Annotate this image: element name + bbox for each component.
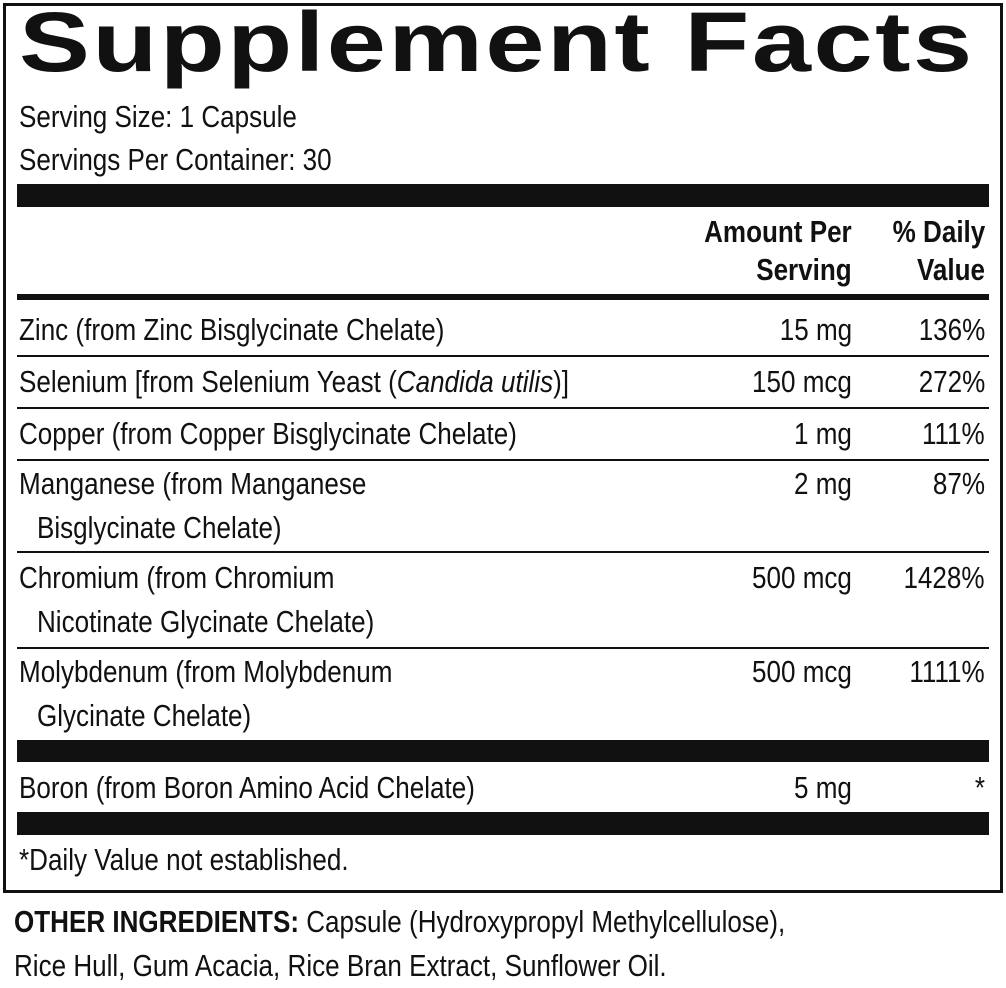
title: Supplement Facts [19, 0, 975, 89]
thick-rule [17, 740, 989, 762]
daily-value: * [974, 770, 985, 805]
serving-size: Serving Size: 1 Capsule [19, 99, 297, 134]
amount: 15 mg [779, 312, 852, 347]
name-part-italic: Candida utilis [396, 364, 554, 399]
servings-per-container: Servings Per Container: 30 [19, 142, 332, 177]
ingredient-name: Molybdenum (from Molybdenum [19, 654, 393, 689]
amount: 500 mcg [752, 654, 852, 689]
amount: 5 mg [794, 770, 852, 805]
ingredient-name: Chromium (from Chromium [19, 560, 335, 595]
ingredient-name: Nicotinate Glycinate Chelate) [37, 604, 375, 639]
amount: 1 mg [794, 416, 852, 451]
other-ingredients-text: Rice Hull, Gum Acacia, Rice Bran Extract… [14, 948, 667, 983]
daily-value-header: % Daily [892, 214, 985, 249]
medium-rule [17, 294, 989, 300]
amount-header: Amount Per [704, 214, 852, 249]
thin-rule [17, 407, 989, 409]
thick-rule [17, 812, 989, 835]
daily-value: 87% [932, 466, 985, 501]
daily-value: 1428% [903, 560, 985, 595]
thin-rule [17, 355, 989, 357]
ingredient-name: Selenium [from Selenium Yeast (Candida u… [19, 364, 569, 400]
other-ingredients-text: Capsule (Hydroxypropyl Methylcellulose), [299, 904, 786, 939]
thin-rule [17, 647, 989, 649]
ingredient-name: Zinc (from Zinc Bisglycinate Chelate) [19, 312, 445, 347]
amount-header: Serving [756, 252, 852, 287]
ingredient-name: Bisglycinate Chelate) [37, 510, 282, 545]
amount: 150 mcg [752, 364, 852, 399]
name-part: )] [553, 364, 570, 399]
daily-value: 1111% [909, 654, 985, 689]
name-part: Selenium [from Selenium Yeast ( [19, 364, 397, 399]
footnote: *Daily Value not established. [19, 842, 349, 877]
amount: 2 mg [794, 466, 852, 501]
other-ingredients-label: OTHER INGREDIENTS: [14, 904, 300, 939]
amount: 500 mcg [752, 560, 852, 595]
other-ingredients: OTHER INGREDIENTS: Capsule (Hydroxypropy… [14, 904, 785, 940]
daily-value: 136% [918, 312, 985, 347]
daily-value: 111% [922, 416, 985, 451]
thin-rule [17, 551, 989, 553]
thick-rule [17, 184, 989, 207]
ingredient-name: Manganese (from Manganese [19, 466, 367, 501]
ingredient-name: Boron (from Boron Amino Acid Chelate) [19, 770, 475, 805]
ingredient-name: Copper (from Copper Bisglycinate Chelate… [19, 416, 517, 451]
daily-value: 272% [918, 364, 985, 399]
thin-rule [17, 459, 989, 461]
ingredient-name: Glycinate Chelate) [37, 698, 252, 733]
daily-value-header: Value [916, 252, 985, 287]
label-border [3, 3, 1003, 893]
